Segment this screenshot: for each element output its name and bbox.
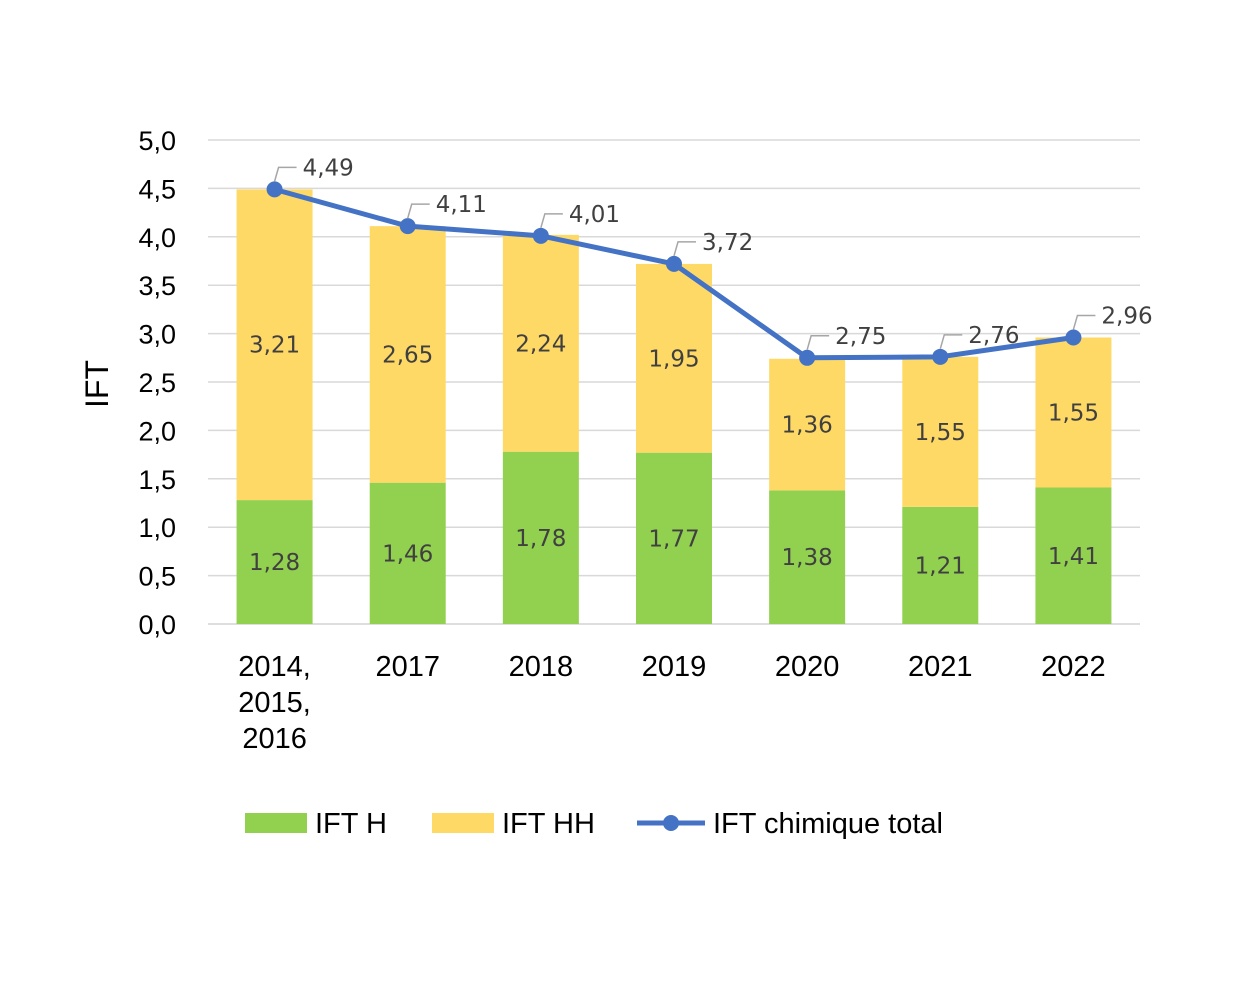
bar-label-ift-hh: 1,55: [915, 420, 966, 446]
bar-ift-hh: [636, 263, 712, 453]
leader-line: [673, 241, 696, 257]
total-line: [266, 181, 1082, 366]
y-tick-label: 4,0: [138, 223, 176, 253]
bars: [236, 189, 1112, 624]
bar-ift-hh: [1035, 337, 1112, 488]
y-axis-label: IFT: [79, 360, 115, 408]
leader-line: [939, 334, 963, 350]
x-tick-label: 2020: [775, 651, 840, 683]
legend-swatch: [245, 813, 307, 833]
bar-ift-hh: [369, 226, 446, 483]
line-point: [266, 181, 283, 198]
bar-ift-hh: [236, 189, 313, 501]
bar-ift-h: [369, 482, 446, 624]
y-tick-label: 0,0: [138, 610, 176, 640]
x-tick-label: 2015,: [238, 687, 311, 719]
leader-line: [273, 166, 297, 182]
bar-ift-hh: [769, 358, 846, 491]
line-data-label: 2,76: [968, 323, 1019, 349]
y-tick-label: 3,0: [138, 320, 176, 350]
line-point: [399, 218, 416, 235]
x-tick-label: 2018: [509, 651, 574, 683]
y-tick-label: 0,5: [138, 562, 176, 592]
x-tick-label: 2022: [1041, 651, 1106, 683]
line-point: [1065, 329, 1082, 346]
bar-label-ift-h: 1,78: [515, 526, 566, 552]
legend-label: IFT H: [315, 808, 387, 840]
x-tick-label: 2014,: [238, 651, 311, 683]
leader-line: [406, 203, 430, 219]
line-point: [532, 227, 549, 244]
line-data-label: 2,75: [835, 324, 886, 350]
legend-label: IFT chimique total: [713, 808, 943, 840]
x-axis-ticks: 2014, 2015, 2016 2017 2018 2019 2020 2021 2022: [238, 651, 1105, 755]
line-data-labels: 4,49 4,11 4,01 3,72 2,75 2,76 2,96: [273, 155, 1153, 351]
bar-label-ift-hh: 2,65: [382, 342, 433, 368]
line-data-label: 4,01: [569, 202, 620, 228]
y-tick-label: 2,0: [138, 416, 176, 446]
line-data-label: 4,11: [436, 192, 487, 218]
bar-label-ift-h: 1,38: [782, 545, 833, 571]
line-data-label: 3,72: [702, 230, 753, 256]
line-point: [666, 255, 682, 272]
line-point: [799, 349, 816, 366]
line-data-label: 2,96: [1101, 303, 1152, 329]
y-tick-label: 1,5: [138, 465, 176, 495]
bar-ift-hh: [902, 356, 979, 507]
y-tick-label: 4,5: [138, 174, 176, 204]
bar-data-labels: 1,28 3,21 1,46 2,65 1,78 2,24 1,77 1,95 1,38 1,36…: [249, 331, 1099, 579]
leader-line: [1072, 314, 1096, 330]
legend-swatch: [432, 813, 494, 833]
bar-label-ift-hh: 1,36: [782, 413, 833, 439]
leader-line: [540, 213, 563, 229]
bar-label-ift-h: 1,41: [1048, 544, 1099, 570]
legend-label: IFT HH: [502, 808, 595, 840]
bar-label-ift-hh: 1,95: [648, 346, 699, 372]
bar-label-ift-hh: 1,55: [1048, 400, 1099, 426]
bar-ift-h: [236, 500, 313, 624]
y-tick-label: 2,5: [138, 368, 176, 398]
legend: IFT H IFT HH IFT chimique total: [245, 808, 943, 840]
x-tick-label: 2019: [642, 651, 707, 683]
bar-ift-hh: [502, 234, 579, 452]
bar-label-ift-h: 1,28: [249, 550, 300, 576]
bar-label-ift-h: 1,46: [382, 541, 433, 567]
bar-label-ift-h: 1,21: [915, 553, 966, 579]
bar-ift-h: [502, 451, 579, 624]
y-tick-label: 1,0: [138, 513, 176, 543]
x-tick-label: 2017: [375, 651, 440, 683]
bar-label-ift-hh: 2,24: [515, 331, 566, 357]
bar-ift-h: [636, 452, 712, 624]
line-point: [932, 348, 949, 365]
bar-label-ift-hh: 3,21: [249, 333, 300, 359]
y-axis-ticks: 0,0 0,5 1,0 1,5 2,0 2,5 3,0 3,5 4,0 4,5 5,0: [138, 126, 176, 640]
leader-line: [806, 335, 830, 351]
bar-ift-h: [902, 506, 979, 624]
bar-label-ift-h: 1,77: [648, 526, 699, 552]
line-data-label: 4,49: [303, 155, 354, 181]
y-tick-label: 5,0: [138, 126, 176, 156]
x-tick-label: 2016: [242, 723, 307, 755]
x-tick-label: 2021: [908, 651, 973, 683]
legend-marker: [663, 815, 679, 831]
bar-ift-h: [769, 490, 846, 624]
y-tick-label: 3,5: [138, 271, 176, 301]
bar-ift-h: [1035, 487, 1112, 624]
